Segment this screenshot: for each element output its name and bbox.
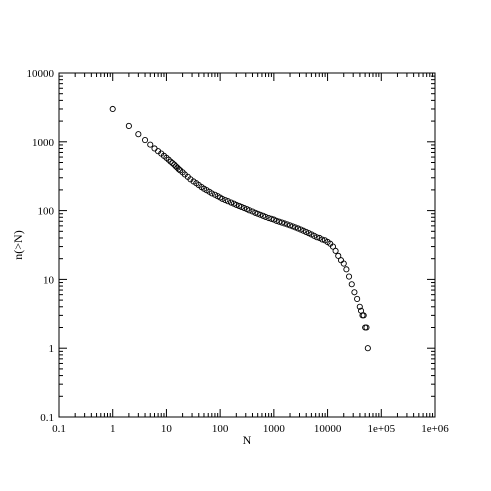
y-tick-label: 0.1: [40, 412, 54, 424]
plot-frame: [58, 72, 436, 418]
data-point: [343, 266, 350, 273]
x-tick-label: 1e+05: [367, 423, 395, 435]
data-point: [332, 247, 339, 254]
x-tick-label: 1000: [263, 423, 286, 435]
data-point: [219, 195, 226, 202]
x-tick-label: 0.1: [52, 423, 66, 435]
data-point: [345, 273, 353, 280]
data-point: [147, 141, 154, 148]
data-point: [125, 122, 132, 129]
y-axis-title: n(>N): [11, 230, 25, 259]
y-tick-label: 10000: [27, 68, 55, 80]
data-point: [364, 345, 371, 352]
y-axis-ticks: [59, 72, 435, 418]
data-point: [142, 137, 149, 144]
data-point: [276, 218, 283, 225]
data-points: [109, 105, 371, 352]
data-point: [254, 210, 261, 217]
data-point: [289, 223, 296, 230]
data-point: [286, 222, 294, 229]
data-point: [224, 198, 232, 205]
data-point: [337, 257, 345, 264]
x-tick-label: 10000: [314, 423, 342, 435]
data-point: [284, 221, 291, 228]
data-point: [238, 203, 245, 210]
data-point: [354, 295, 361, 302]
data-point: [167, 158, 174, 165]
data-point: [335, 252, 342, 259]
data-point: [329, 243, 337, 250]
y-tick-label: 1: [49, 343, 55, 355]
data-point: [292, 224, 299, 231]
x-axis-tick-labels: 0.1 1 10 100 1000 10000 1e+05 1e+06: [52, 423, 449, 435]
data-point: [246, 207, 253, 214]
data-point: [249, 208, 256, 215]
data-point: [109, 105, 116, 113]
data-point: [135, 131, 142, 138]
data-point: [360, 312, 367, 319]
data-point: [281, 220, 288, 227]
data-point: [262, 213, 269, 220]
y-tick-label: 100: [38, 206, 55, 218]
x-axis-title: N: [243, 433, 252, 447]
data-point: [151, 145, 158, 152]
data-point: [348, 281, 355, 288]
data-point: [171, 161, 178, 168]
data-point: [363, 324, 370, 331]
data-point: [273, 217, 280, 224]
data-point: [319, 236, 326, 243]
y-tick-label: 1000: [32, 137, 55, 149]
data-point: [313, 234, 320, 241]
data-point: [257, 211, 264, 218]
y-axis-tick-labels: 0.1 1 10 100 1000 10000: [27, 68, 55, 424]
data-point: [241, 204, 248, 212]
data-point: [169, 160, 176, 167]
x-tick-label: 1: [110, 423, 116, 435]
data-point: [165, 156, 172, 163]
x-tick-label: 1e+06: [421, 423, 449, 435]
data-point: [222, 197, 229, 204]
y-tick-label: 10: [43, 274, 55, 286]
x-tick-label: 100: [212, 423, 229, 435]
x-axis-ticks: [58, 73, 436, 417]
data-point: [278, 219, 285, 226]
data-point: [228, 199, 235, 206]
data-point: [297, 226, 304, 233]
data-point: [208, 190, 215, 197]
data-point: [175, 166, 182, 173]
data-point: [351, 289, 358, 296]
x-tick-label: 10: [161, 423, 173, 435]
data-point: [233, 201, 240, 208]
data-point: [356, 303, 363, 310]
data-point: [340, 260, 347, 267]
